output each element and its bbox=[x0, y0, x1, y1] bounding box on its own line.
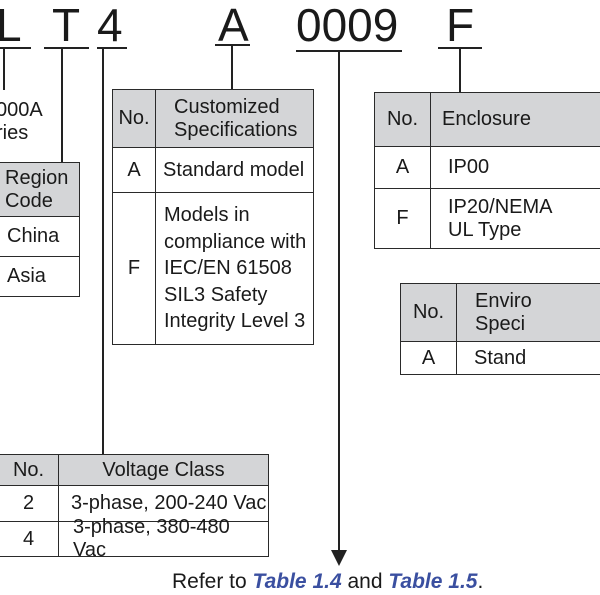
environment-row-desc: Stand bbox=[456, 341, 600, 375]
enclosure-header-no: No. bbox=[374, 92, 431, 147]
voltage-row-desc: 3-phase, 380-480 Vac bbox=[58, 516, 269, 561]
region-row-china: China bbox=[0, 216, 80, 257]
region-table-header: Region Code bbox=[0, 162, 80, 217]
footer-mid: and bbox=[341, 570, 389, 593]
enclosure-row-no: F bbox=[374, 188, 431, 249]
table-1-5-link[interactable]: Table 1.5 bbox=[388, 570, 478, 593]
customized-header-spec: Customized Specifications bbox=[155, 89, 314, 148]
underline bbox=[0, 47, 31, 49]
footer-prefix: Refer to bbox=[172, 570, 253, 593]
connector-line bbox=[231, 45, 233, 89]
connector-line bbox=[459, 48, 461, 92]
customized-row-no: A bbox=[112, 147, 156, 193]
code-series: L bbox=[0, 0, 22, 51]
enclosure-row-no: A bbox=[374, 146, 431, 189]
customized-row-desc: Models in compliance with IEC/EN 61508 S… bbox=[155, 192, 314, 345]
connector-line bbox=[3, 48, 5, 90]
code-customized: A bbox=[218, 0, 249, 51]
customized-header-no: No. bbox=[112, 89, 156, 148]
arrow-down-icon bbox=[331, 550, 347, 566]
series-label: 000A ries bbox=[0, 99, 43, 145]
connector-line bbox=[338, 51, 340, 551]
customized-row-desc: Standard model bbox=[155, 147, 314, 193]
environment-row-no: A bbox=[400, 341, 457, 375]
connector-line bbox=[102, 48, 104, 455]
voltage-row-no: 2 bbox=[0, 485, 59, 522]
region-row-asia: Asia bbox=[0, 256, 80, 297]
enclosure-row-desc: IP20/NEMA UL Type bbox=[430, 188, 600, 249]
voltage-header-class: Voltage Class bbox=[58, 454, 269, 486]
enclosure-header-desc: Enclosure bbox=[430, 92, 600, 147]
customized-row-no: F bbox=[112, 192, 156, 345]
connector-line bbox=[61, 48, 63, 162]
series-label-line: 000A bbox=[0, 99, 43, 121]
code-enclosure: F bbox=[446, 0, 475, 51]
series-label-line: ries bbox=[0, 122, 29, 144]
underline bbox=[296, 50, 402, 52]
voltage-row-no: 4 bbox=[0, 521, 59, 557]
code-region: T bbox=[52, 0, 81, 51]
environment-header-no: No. bbox=[400, 283, 457, 342]
code-capacity: 0009 bbox=[296, 0, 399, 51]
table-1-4-link[interactable]: Table 1.4 bbox=[252, 570, 342, 593]
underline bbox=[44, 47, 89, 49]
underline bbox=[97, 47, 127, 49]
code-voltage: 4 bbox=[97, 0, 123, 51]
footer-note: Refer to Table 1.4 and Table 1.5. bbox=[172, 570, 483, 594]
environment-header-desc: Enviro Speci bbox=[456, 283, 600, 342]
enclosure-row-desc: IP00 bbox=[430, 146, 600, 189]
voltage-header-no: No. bbox=[0, 454, 59, 486]
footer-suffix: . bbox=[477, 570, 484, 593]
